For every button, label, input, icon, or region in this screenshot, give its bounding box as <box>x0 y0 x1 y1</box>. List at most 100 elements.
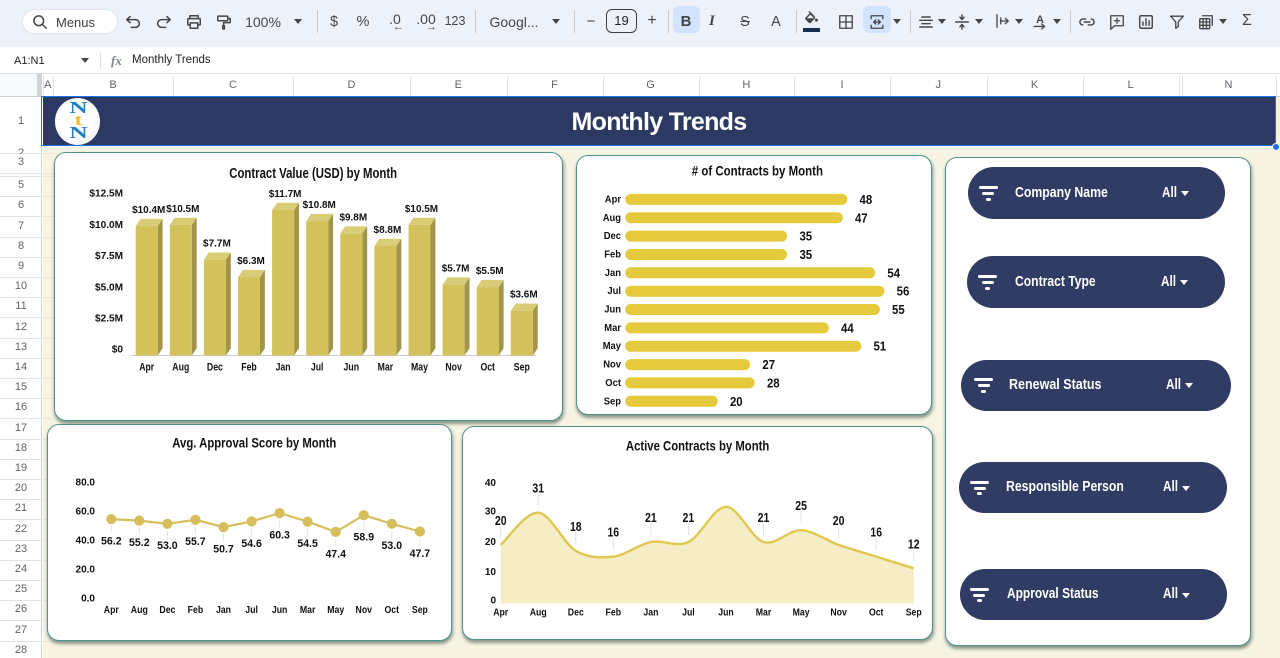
svg-text:$2.5M: $2.5M <box>95 313 123 324</box>
svg-text:Mar: Mar <box>378 361 394 373</box>
svg-text:30: 30 <box>485 506 497 517</box>
svg-text:A: A <box>1036 14 1044 26</box>
svg-text:20.0: 20.0 <box>76 564 96 575</box>
svg-text:Jun: Jun <box>604 303 621 315</box>
svg-text:20: 20 <box>485 537 497 548</box>
svg-text:Jul: Jul <box>245 604 258 616</box>
svg-text:$10.4M: $10.4M <box>132 205 165 216</box>
svg-text:Oct: Oct <box>480 361 495 373</box>
svg-text:Jun: Jun <box>718 606 734 618</box>
svg-text:60.0: 60.0 <box>76 506 96 517</box>
svg-text:54: 54 <box>887 265 900 280</box>
svg-text:Nov: Nov <box>445 361 462 373</box>
svg-text:$6.3M: $6.3M <box>237 256 265 267</box>
svg-text:May: May <box>793 606 810 618</box>
svg-text:Dec: Dec <box>604 230 621 242</box>
svg-text:$10.5M: $10.5M <box>405 203 438 214</box>
svg-text:Contract Value (USD) by Month: Contract Value (USD) by Month <box>229 166 397 182</box>
svg-text:Sep: Sep <box>514 361 530 373</box>
svg-text:$5.0M: $5.0M <box>95 282 123 293</box>
svg-text:Oct: Oct <box>605 376 621 388</box>
svg-text:0: 0 <box>490 595 496 606</box>
svg-text:28: 28 <box>767 375 780 390</box>
svg-text:51: 51 <box>873 338 886 353</box>
svg-text:40.0: 40.0 <box>76 535 96 546</box>
svg-text:$3.6M: $3.6M <box>510 289 538 300</box>
svg-text:44: 44 <box>841 320 854 335</box>
svg-text:Feb: Feb <box>604 248 621 260</box>
svg-text:21: 21 <box>645 511 657 525</box>
svg-text:Avg. Approval Score by Month: Avg. Approval Score by Month <box>172 435 336 451</box>
svg-text:Jan: Jan <box>216 604 231 616</box>
svg-text:Mar: Mar <box>604 321 621 333</box>
svg-text:Dec: Dec <box>159 604 175 616</box>
svg-text:$11.7M: $11.7M <box>269 189 302 200</box>
svg-text:$7.5M: $7.5M <box>95 251 123 262</box>
svg-text:10: 10 <box>485 566 497 577</box>
svg-text:60.3: 60.3 <box>269 529 290 541</box>
svg-text:0.0: 0.0 <box>81 593 95 604</box>
svg-text:53.0: 53.0 <box>382 540 403 552</box>
svg-text:21: 21 <box>758 511 770 525</box>
svg-text:$9.8M: $9.8M <box>339 212 367 223</box>
svg-text:47.4: 47.4 <box>325 548 346 560</box>
svg-text:# of Contracts by Month: # of Contracts by Month <box>692 163 823 179</box>
svg-text:Aug: Aug <box>131 604 148 616</box>
svg-text:54.5: 54.5 <box>297 538 318 550</box>
svg-text:Feb: Feb <box>188 604 204 616</box>
svg-text:Jul: Jul <box>682 606 695 618</box>
svg-text:Apr: Apr <box>605 193 621 205</box>
svg-text:Jan: Jan <box>276 361 291 373</box>
svg-text:47: 47 <box>855 210 868 225</box>
svg-text:Nov: Nov <box>603 358 621 370</box>
svg-text:Mar: Mar <box>300 604 316 616</box>
svg-text:$5.5M: $5.5M <box>476 266 504 277</box>
svg-text:58.9: 58.9 <box>354 531 375 543</box>
svg-text:Active Contracts by Month: Active Contracts by Month <box>626 438 769 453</box>
svg-text:20: 20 <box>833 513 845 527</box>
svg-text:$10.0M: $10.0M <box>89 219 123 230</box>
svg-text:Sep: Sep <box>906 606 922 618</box>
svg-text:20: 20 <box>730 393 743 408</box>
svg-text:50.7: 50.7 <box>213 543 234 555</box>
svg-text:35: 35 <box>799 228 812 243</box>
svg-text:Jan: Jan <box>643 606 658 618</box>
svg-text:Apr: Apr <box>104 604 119 616</box>
svg-text:Dec: Dec <box>568 606 584 618</box>
svg-text:12: 12 <box>908 537 920 551</box>
svg-text:27: 27 <box>762 357 775 372</box>
svg-text:Nov: Nov <box>830 606 847 618</box>
svg-text:Oct: Oct <box>385 604 400 616</box>
svg-text:Feb: Feb <box>606 606 622 618</box>
svg-text:Dec: Dec <box>207 361 223 373</box>
svg-text:Oct: Oct <box>869 606 884 618</box>
svg-text:54.6: 54.6 <box>241 537 262 549</box>
svg-text:56: 56 <box>897 283 910 298</box>
svg-text:Jul: Jul <box>607 285 621 297</box>
svg-text:$12.5M: $12.5M <box>89 188 123 199</box>
svg-text:Jun: Jun <box>344 361 360 373</box>
svg-text:Aug: Aug <box>603 211 621 223</box>
svg-text:80.0: 80.0 <box>76 477 96 488</box>
svg-text:$5.7M: $5.7M <box>442 263 470 274</box>
svg-text:Jul: Jul <box>311 361 324 373</box>
svg-text:47.7: 47.7 <box>410 547 431 559</box>
svg-text:55.2: 55.2 <box>129 537 150 549</box>
svg-text:Apr: Apr <box>493 606 508 618</box>
svg-text:$8.8M: $8.8M <box>374 225 402 236</box>
svg-text:40: 40 <box>485 477 497 488</box>
svg-text:$0: $0 <box>112 344 124 355</box>
svg-text:Nov: Nov <box>356 604 373 616</box>
svg-text:31: 31 <box>532 481 544 495</box>
svg-text:$7.7M: $7.7M <box>203 238 231 249</box>
svg-text:16: 16 <box>870 525 882 539</box>
svg-text:May: May <box>327 604 344 616</box>
svg-text:48: 48 <box>860 191 873 206</box>
svg-text:53.0: 53.0 <box>157 540 178 552</box>
svg-text:21: 21 <box>683 511 695 525</box>
svg-text:Jan: Jan <box>605 266 621 278</box>
svg-text:Apr: Apr <box>139 361 155 373</box>
svg-text:35: 35 <box>799 247 812 262</box>
svg-text:Sep: Sep <box>604 395 621 407</box>
svg-text:Sep: Sep <box>412 604 428 616</box>
